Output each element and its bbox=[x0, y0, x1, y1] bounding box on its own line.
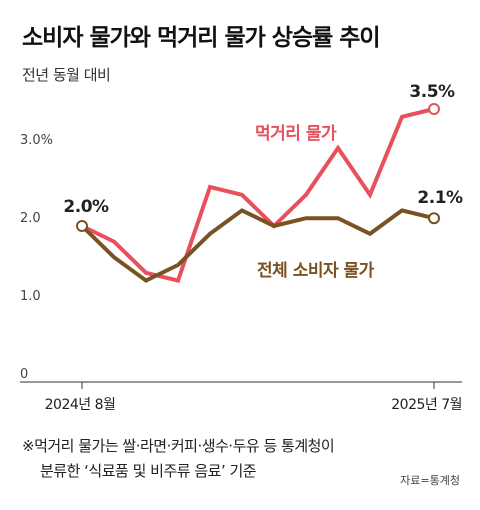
series-label-total: 전체 소비자 물가 bbox=[257, 261, 375, 281]
end-value-label-food: 3.5% bbox=[409, 82, 455, 102]
y-tick-label: 3.0% bbox=[20, 133, 53, 148]
x-tick-label: 2024년 8월 bbox=[45, 397, 116, 413]
y-tick-label: 2.0 bbox=[20, 211, 41, 226]
source-credit: 자료=통계청 bbox=[400, 474, 460, 487]
series-line-food bbox=[81, 107, 435, 283]
footnote-line-2: 분류한 ‘식료품 및 비주류 음료’ 기준 bbox=[40, 462, 257, 480]
footnote: ※먹거리 물가는 쌀·라면·커피·생수·두유 등 통계청이 분류한 ‘식료품 및… bbox=[22, 434, 335, 484]
end-marker-total bbox=[428, 212, 440, 225]
series-line-total bbox=[80, 208, 435, 283]
series-label-food: 먹거리 물가 bbox=[255, 124, 337, 144]
start-value-label: 2.0% bbox=[63, 197, 109, 217]
footnote-line-1: ※먹거리 물가는 쌀·라면·커피·생수·두유 등 통계청이 bbox=[22, 437, 335, 455]
end-marker-food bbox=[428, 103, 440, 115]
x-tick-label: 2025년 7월 bbox=[391, 397, 462, 413]
start-marker bbox=[76, 220, 88, 232]
y-tick-label: 1.0 bbox=[20, 289, 41, 304]
end-value-label-total: 2.1% bbox=[417, 188, 463, 208]
y-tick-label: 0 bbox=[20, 367, 28, 382]
line-chart: 0 1.0 2.0 3.0% 2024년 8월 2025년 7월 2.0% 3.5% 2.1… bbox=[20, 82, 464, 413]
chart-subtitle: 전년 동월 대비 bbox=[22, 66, 111, 84]
chart-title: 소비자 물가와 먹거리 물가 상승률 추이 bbox=[22, 25, 381, 51]
